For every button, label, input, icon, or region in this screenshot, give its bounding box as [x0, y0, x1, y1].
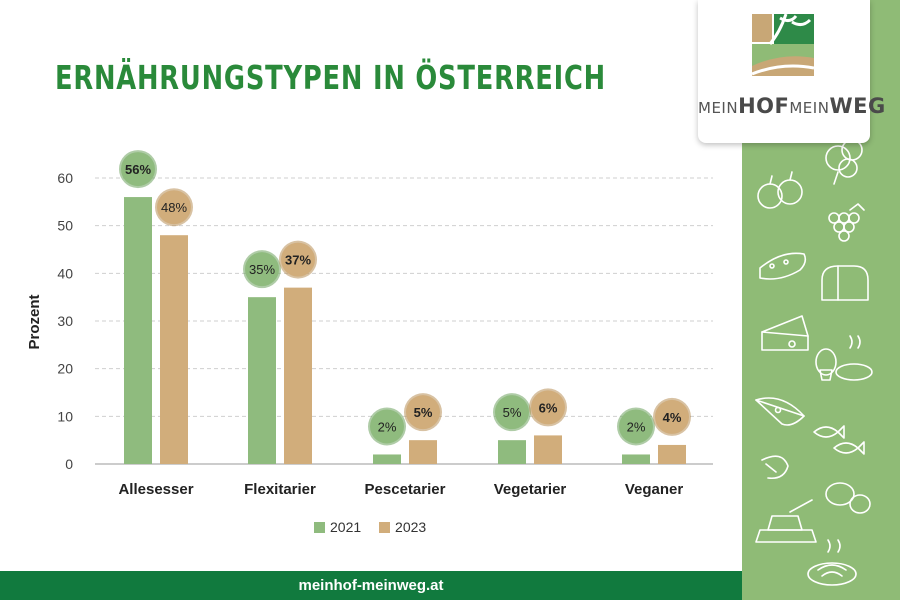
- cheese-icon: [761, 315, 809, 351]
- value-bubble-inner-2023-flexitarier: [281, 242, 315, 277]
- data-label: 2%: [627, 419, 646, 434]
- category-label: Vegetarier: [494, 481, 567, 498]
- logo-tree-icon: [752, 14, 814, 76]
- logo-word-2: HOF: [738, 94, 790, 118]
- fish-icon: [813, 425, 865, 455]
- data-label: 35%: [249, 262, 275, 277]
- value-bubble-inner-2021-veganer: [619, 409, 653, 444]
- logo-word-3: MEIN: [789, 99, 830, 117]
- grapes-icon: [828, 203, 865, 242]
- pasta-plate-icon: [807, 539, 857, 586]
- apples-icon: [757, 171, 803, 209]
- value-bubble-inner-2023-pescetarier: [406, 395, 440, 430]
- y-tick-label: 30: [57, 313, 73, 329]
- bar-2023-pescetarier: [409, 440, 437, 464]
- value-bubble-inner-2021-pescetarier: [370, 409, 404, 444]
- egg-bowl-icon: [815, 335, 873, 381]
- data-label: 2%: [378, 419, 397, 434]
- legend-swatch-2021: [314, 522, 325, 533]
- sausage-icon: [825, 482, 871, 514]
- category-label: Veganer: [625, 481, 684, 498]
- bread-icon: [821, 265, 869, 301]
- shrimp-icon: [761, 455, 789, 480]
- data-label: 48%: [161, 200, 187, 215]
- logo-wordmark: MEINHOFMEINWEG: [698, 94, 885, 118]
- logo: MEINHOFMEINWEG: [698, 0, 885, 143]
- y-tick-label: 40: [57, 265, 73, 281]
- value-bubble-inner-2021-flexitarier: [245, 252, 279, 287]
- bar-2021-pescetarier: [373, 454, 401, 464]
- bar-2023-vegetarier: [534, 435, 562, 464]
- y-tick-label: 60: [57, 170, 73, 186]
- legend-item-2021: 2021: [314, 519, 361, 535]
- bars: [124, 197, 686, 465]
- value-bubble-inner-2021-allesesser: [121, 152, 155, 187]
- category-label: Flexitarier: [244, 481, 316, 498]
- legend-label-2021: 2021: [330, 519, 362, 535]
- grid-lines: [95, 177, 713, 417]
- legend-label-2023: 2023: [395, 519, 427, 535]
- logo-word-4: WEG: [829, 94, 886, 118]
- y-tick-label: 0: [65, 456, 73, 472]
- data-label: 6%: [539, 400, 558, 415]
- bar-2023-allesesser: [160, 235, 188, 464]
- pizza-slice-icon: [755, 397, 805, 426]
- bar-2021-veganer: [622, 454, 650, 464]
- value-labels: 56% 48% 35% 37% 2% 5% 5% 6% 2% 4%: [119, 150, 691, 446]
- cucumber-icon: [759, 252, 807, 280]
- category-labels: Allesesser Flexitarier Pescetarier Vegetari…: [118, 481, 683, 498]
- y-axis-ticks: 0 10 20 30 40 50 60: [57, 170, 73, 472]
- bar-2021-allesesser: [124, 197, 152, 465]
- bar-2023-flexitarier: [284, 287, 312, 464]
- butter-icon: [755, 499, 817, 543]
- y-tick-label: 20: [57, 361, 73, 377]
- value-bubble-inner-2023-veganer: [655, 399, 689, 434]
- y-tick-label: 10: [57, 408, 73, 424]
- value-bubble-inner-2023-allesesser: [157, 190, 191, 225]
- y-tick-label: 50: [57, 218, 73, 234]
- category-label: Allesesser: [118, 481, 193, 498]
- value-bubble-inner-2021-vegetarier: [495, 395, 529, 430]
- footer-url[interactable]: meinhof-meinweg.at: [0, 571, 742, 600]
- data-label: 56%: [125, 162, 151, 177]
- logo-word-1: MEIN: [698, 99, 739, 117]
- data-label: 5%: [414, 405, 433, 420]
- bar-2021-vegetarier: [498, 440, 526, 464]
- value-bubble-inner-2023-vegetarier: [531, 390, 565, 425]
- broccoli-icon: [825, 139, 863, 185]
- category-label: Pescetarier: [365, 481, 446, 498]
- bar-2023-veganer: [658, 444, 686, 464]
- bar-2021-flexitarier: [248, 297, 276, 464]
- data-label: 5%: [503, 405, 522, 420]
- y-axis-label: Prozent: [26, 294, 43, 349]
- data-label: 4%: [663, 410, 682, 425]
- bar-chart: 0 10 20 30 40 50 60 Prozent 56% 48% 35% 37% 2% 5% 5%…: [26, 150, 713, 498]
- page-title: Ernährungstypen in Österreich: [55, 58, 606, 97]
- legend-item-2023: 2023: [379, 519, 426, 535]
- data-label: 37%: [285, 253, 311, 268]
- legend: 2021 2023: [314, 519, 440, 535]
- legend-swatch-2023: [379, 522, 391, 533]
